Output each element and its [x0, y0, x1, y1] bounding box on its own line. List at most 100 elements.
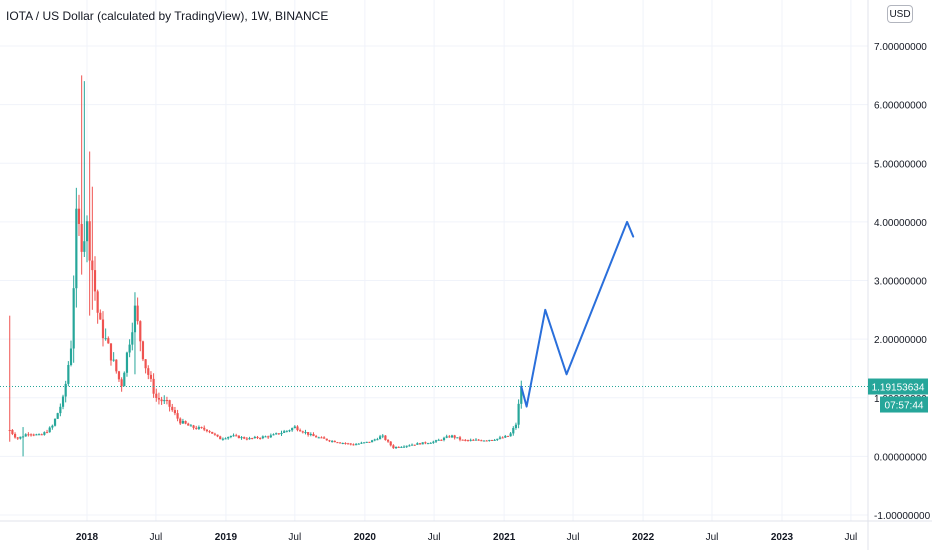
candle-down	[88, 221, 91, 261]
candle-down	[259, 438, 262, 440]
candle-up	[248, 438, 251, 440]
candle-down	[235, 435, 238, 437]
candle-down	[136, 305, 139, 322]
candle-up	[370, 440, 374, 443]
candle-up	[354, 444, 358, 446]
candle-down	[139, 321, 142, 342]
candle-up	[493, 439, 496, 441]
candle-up	[517, 403, 520, 425]
candle-up	[498, 437, 502, 439]
candle-up	[488, 439, 491, 441]
candle-up	[341, 442, 344, 444]
candle-down	[149, 374, 153, 379]
price-tick-label: 3.00000000	[874, 277, 927, 288]
candle-up	[67, 364, 70, 384]
candle-down	[195, 427, 198, 429]
candle-up	[240, 437, 243, 439]
candle-down	[11, 430, 14, 434]
candle-down	[93, 270, 97, 292]
candle-up	[275, 433, 278, 435]
candle-down	[176, 413, 179, 419]
candle-up	[133, 305, 137, 333]
time-axis[interactable]: 2018 Jul 2019 Jul 2020 Jul 2021 Jul 2022 Jul 2023 J…	[0, 520, 932, 543]
candle-up	[69, 348, 73, 365]
currency-button[interactable]: USD	[887, 5, 913, 23]
candle-up	[221, 438, 224, 440]
time-tick-label: 2020	[354, 532, 377, 543]
candle-down	[155, 393, 158, 398]
price-axis[interactable]: 7.00000000 6.00000000 5.00000000 4.00000000…	[867, 0, 931, 550]
candle-up	[123, 372, 126, 387]
candle-up	[429, 442, 432, 444]
candle-up	[410, 444, 414, 446]
candle-up	[131, 332, 134, 345]
candle-up	[317, 437, 320, 439]
candle-up	[37, 434, 41, 436]
candle-up	[362, 442, 366, 444]
candle-down	[440, 439, 443, 441]
candle-up	[365, 441, 368, 443]
price-tick-label: 0.00000000	[874, 452, 927, 463]
candle-up	[434, 440, 438, 442]
price-tick-label: 4.00000000	[874, 218, 927, 229]
bar-countdown-value: 07:57:44	[885, 401, 924, 412]
candle-down	[219, 436, 222, 440]
time-tick-label: Jul	[567, 532, 580, 543]
candle-down	[27, 434, 30, 436]
candle-down	[466, 440, 470, 442]
candle-down	[120, 379, 123, 387]
candle-up	[104, 338, 107, 340]
candle-up	[85, 221, 89, 242]
candle-up	[291, 428, 294, 431]
candle-up	[125, 352, 129, 373]
candle-down	[397, 446, 400, 448]
candle-down	[160, 399, 163, 402]
candle-up	[357, 443, 360, 445]
candle-down	[336, 442, 339, 444]
candle-up	[408, 445, 411, 447]
candle-up	[128, 344, 131, 353]
candle-down	[315, 436, 318, 438]
candle-down	[117, 371, 121, 380]
candle-down	[77, 208, 81, 224]
price-badges: 1.19153634 07:57:44	[868, 378, 928, 413]
candle-down	[109, 343, 113, 361]
candle-up	[514, 424, 518, 429]
candle-up	[426, 443, 430, 445]
candle-up	[474, 439, 478, 441]
candle-down	[480, 440, 483, 442]
candle-down	[16, 437, 19, 439]
candle-down	[8, 429, 11, 431]
chart-title: IOTA / US Dollar (calculated by TradingV…	[6, 9, 329, 23]
candle-down	[237, 435, 240, 439]
candle-down	[344, 442, 347, 444]
candle-up	[394, 446, 398, 449]
candle-down	[448, 436, 451, 438]
candle-down	[312, 434, 315, 437]
projection-drawing[interactable]	[520, 220, 635, 408]
time-tick-label: Jul	[706, 532, 719, 543]
candle-down	[144, 359, 147, 369]
candle-down	[91, 260, 94, 271]
candle-down	[141, 341, 145, 360]
candle-up	[360, 442, 363, 444]
candle-up	[21, 436, 25, 438]
candle-up	[53, 418, 57, 426]
candle-down	[501, 437, 504, 439]
candle-up	[280, 432, 283, 435]
candle-up	[421, 442, 424, 445]
candle-down	[147, 368, 150, 375]
candle-up	[509, 433, 512, 437]
candle-up	[253, 436, 256, 439]
candle-up	[64, 383, 67, 397]
candle-down	[213, 433, 216, 435]
candle-down	[301, 431, 304, 433]
candle-up	[376, 439, 379, 441]
candle-down	[418, 443, 422, 445]
candle-down	[165, 400, 169, 402]
candle-up	[56, 413, 59, 419]
candle-up	[43, 432, 46, 435]
candle-up	[227, 436, 230, 439]
